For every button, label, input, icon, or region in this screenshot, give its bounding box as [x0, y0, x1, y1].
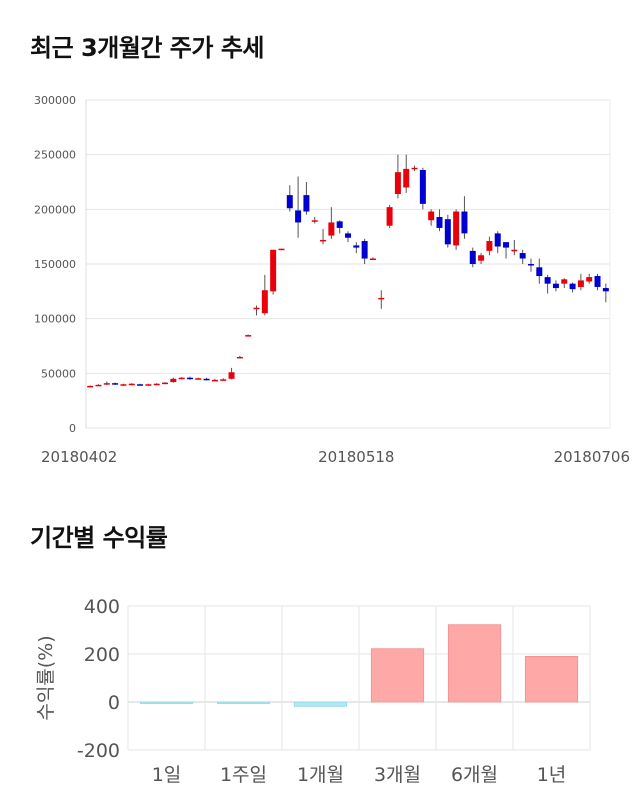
price-y-tick-label: 50000: [41, 367, 76, 380]
price-y-tick-label: 100000: [34, 313, 76, 326]
candle-body: [120, 384, 127, 386]
candle-body: [561, 279, 568, 284]
candle-body: [536, 267, 543, 277]
return-bar: [370, 648, 425, 703]
candle-body: [486, 241, 493, 251]
return-y-tick-label: 400: [84, 596, 120, 618]
candle-body: [103, 383, 110, 385]
candle-body: [411, 167, 418, 170]
return-x-tick-label: 1년: [537, 764, 567, 786]
candle-body: [261, 290, 268, 314]
candle-body: [295, 210, 302, 223]
return-y-tick-label: -200: [77, 740, 120, 762]
candle-body: [569, 283, 576, 290]
candle-body: [112, 383, 119, 385]
candle-body: [494, 233, 501, 247]
candle-body: [245, 335, 252, 337]
candle-body: [87, 385, 94, 388]
return-x-tick-label: 1일: [152, 764, 182, 786]
candle-body: [145, 384, 152, 386]
candle-body: [328, 222, 335, 236]
candle-body: [453, 211, 460, 246]
candle-body: [527, 264, 534, 266]
candle-body: [178, 377, 185, 380]
candle-body: [361, 241, 368, 259]
price-x-tick-label: 20180518: [318, 448, 394, 466]
return-bar: [293, 701, 348, 707]
candle-body: [162, 382, 169, 385]
candle-body: [195, 378, 202, 380]
price-y-tick-label: 200000: [34, 203, 76, 216]
candle-body: [303, 195, 310, 212]
return-bar: [447, 624, 502, 703]
return-y-axis-label: 수익률(%): [35, 635, 57, 720]
candle-body: [186, 377, 193, 380]
candle-body: [469, 250, 476, 264]
price-y-tick-label: 300000: [34, 94, 76, 107]
return-x-tick-label: 3개월: [374, 764, 421, 786]
candle-body: [602, 288, 609, 292]
candle-body: [345, 233, 351, 238]
candle-body: [270, 249, 277, 292]
candle-body: [503, 242, 510, 248]
candle-body: [211, 379, 218, 382]
candle-body: [369, 258, 376, 261]
return-x-tick-label: 1주일: [220, 764, 267, 786]
candle-body: [394, 172, 401, 195]
price-y-tick-label: 250000: [34, 149, 76, 162]
candle-body: [320, 239, 327, 242]
candle-body: [353, 245, 360, 248]
candlestick-chart: 0 50000 100000 150000 200000 250000 300000 2018…: [34, 94, 630, 466]
candle-body: [378, 297, 385, 300]
return-x-tick-label: 1개월: [297, 764, 344, 786]
candle-body: [311, 220, 318, 222]
candle-body: [220, 379, 227, 381]
candle-body: [170, 378, 177, 383]
return-y-tick-label: 0: [108, 692, 120, 714]
price-x-tick-label: 20180706: [554, 448, 630, 466]
candle-body: [228, 372, 235, 379]
candle-body: [511, 249, 518, 252]
candle-body: [386, 207, 393, 226]
candle-body: [236, 356, 243, 359]
candle-body: [419, 169, 426, 204]
candle-body: [278, 248, 285, 251]
return-chart-title: 기간별 수익률: [30, 524, 168, 552]
candle-body: [286, 195, 293, 209]
candle-body: [444, 219, 451, 245]
candle-body: [478, 255, 485, 261]
candle-body: [336, 221, 343, 228]
return-bar: [524, 656, 579, 703]
candle-body: [461, 211, 468, 234]
candle-body: [403, 168, 410, 188]
candle-body: [137, 384, 144, 386]
return-bar: [139, 701, 194, 704]
candle-body: [594, 276, 601, 287]
price-x-tick-label: 20180402: [41, 448, 117, 466]
candle-body: [428, 211, 435, 221]
candle-body: [552, 283, 559, 289]
candle-body: [436, 216, 443, 228]
candle-body: [95, 384, 102, 387]
candle-body: [203, 378, 210, 381]
candle-body: [519, 253, 526, 259]
candle-body: [586, 277, 593, 282]
return-bar: [216, 701, 271, 704]
candle-body: [153, 383, 160, 386]
candle-body: [128, 383, 135, 386]
candle-body: [544, 277, 551, 284]
price-chart-title: 최근 3개월간 주가 추세: [30, 34, 265, 62]
price-y-tick-label: 0: [69, 422, 76, 435]
return-y-tick-label: 200: [84, 644, 120, 666]
candle-body: [577, 280, 584, 287]
price-y-tick-label: 150000: [34, 258, 76, 271]
return-x-tick-label: 6개월: [451, 764, 498, 786]
candle-body: [253, 307, 260, 310]
